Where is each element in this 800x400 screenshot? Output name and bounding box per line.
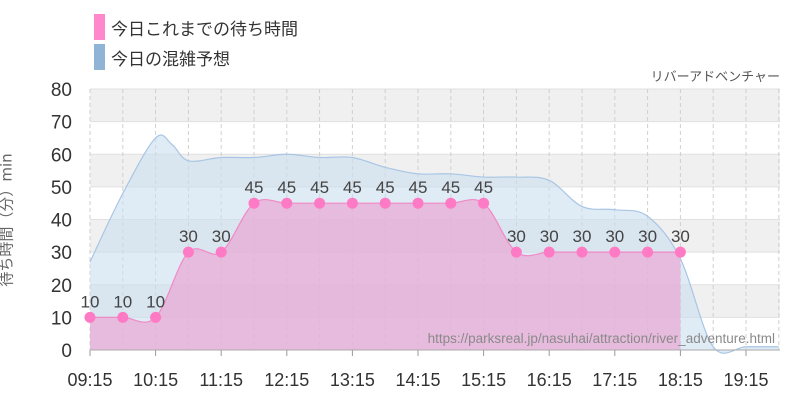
data-point [215, 246, 227, 258]
data-label: 45 [277, 178, 296, 197]
grid-band [90, 89, 780, 122]
x-tick-label: 12:15 [264, 370, 309, 390]
x-tick-label: 14:15 [395, 370, 440, 390]
legend: 今日これまでの待ち時間 今日の混雑予想 [94, 12, 298, 72]
data-label: 45 [343, 178, 362, 197]
y-tick-label: 10 [51, 308, 72, 329]
data-label: 45 [441, 178, 460, 197]
legend-item-forecast[interactable]: 今日の混雑予想 [94, 42, 298, 72]
data-point [150, 311, 162, 323]
x-tick-label: 18:15 [658, 370, 703, 390]
data-point [117, 311, 129, 323]
data-point [478, 197, 490, 209]
legend-swatch-forecast [94, 44, 105, 70]
data-point [609, 246, 621, 258]
data-label: 30 [179, 227, 198, 246]
data-label: 10 [81, 292, 100, 311]
data-label: 10 [146, 292, 165, 311]
data-label: 45 [409, 178, 428, 197]
legend-item-actual[interactable]: 今日これまでの待ち時間 [94, 12, 298, 42]
data-point [674, 246, 686, 258]
y-tick-label: 80 [51, 80, 72, 101]
data-label: 30 [605, 227, 624, 246]
y-tick-label: 20 [51, 276, 72, 297]
watermark-url: https://parksreal.jp/nasuhai/attraction/… [428, 331, 775, 346]
x-tick-label: 11:15 [199, 370, 243, 390]
x-tick-label: 09:15 [67, 370, 112, 390]
x-tick-label: 16:15 [527, 370, 572, 390]
data-point [642, 246, 654, 258]
data-label: 30 [212, 227, 231, 246]
x-tick-label: 13:15 [330, 370, 375, 390]
y-tick-label: 40 [51, 211, 72, 232]
data-label: 10 [113, 292, 132, 311]
forecast-line [89, 134, 779, 354]
data-point [182, 246, 194, 258]
data-label: 30 [638, 227, 657, 246]
data-label: 30 [573, 227, 592, 246]
y-tick-label: 0 [61, 341, 72, 362]
y-tick-label: 60 [51, 145, 72, 166]
x-tick-label: 19:15 [723, 370, 768, 390]
data-point [346, 197, 358, 209]
data-point [445, 197, 457, 209]
data-point [379, 197, 391, 209]
data-label: 45 [376, 178, 395, 197]
data-point [314, 197, 326, 209]
data-point [412, 197, 424, 209]
data-label: 30 [671, 227, 690, 246]
x-tick-label: 17:15 [592, 370, 637, 390]
legend-label-forecast: 今日の混雑予想 [111, 49, 230, 70]
data-label: 30 [507, 227, 526, 246]
data-point [576, 246, 588, 258]
data-label: 45 [245, 178, 264, 197]
data-point [248, 197, 260, 209]
chart-subtitle: リバーアドベンチャー [650, 70, 780, 85]
legend-swatch-actual [94, 14, 105, 40]
y-tick-label: 30 [51, 243, 72, 264]
data-label: 45 [474, 178, 493, 197]
legend-label-actual: 今日これまでの待ち時間 [111, 19, 298, 40]
data-point [281, 197, 293, 209]
actual-area [90, 199, 681, 350]
x-tick-label: 10:15 [133, 370, 178, 390]
x-tick-label: 15:15 [461, 370, 506, 390]
y-tick-label: 50 [51, 178, 72, 199]
data-point [543, 246, 555, 258]
y-tick-label: 70 [51, 113, 72, 134]
data-point [84, 311, 96, 323]
data-label: 30 [540, 227, 559, 246]
data-label: 45 [310, 178, 329, 197]
data-point [510, 246, 522, 258]
